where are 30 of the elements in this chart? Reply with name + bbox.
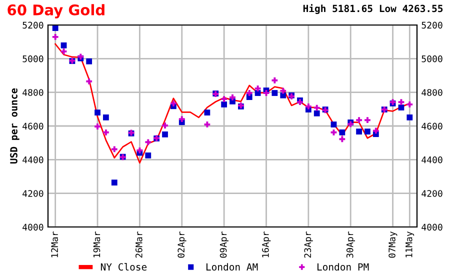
text: High 5181.65 Low 4263.55 xyxy=(303,4,443,14)
y2-tick-label: 4000 xyxy=(422,224,442,231)
y2-tick-label: 4800 xyxy=(422,89,442,96)
y2-tick-label: 4600 xyxy=(422,122,442,130)
y-tick-label: 4600 xyxy=(22,122,44,130)
y-tick-label: 5200 xyxy=(22,22,44,29)
y-axis-title: USD per ounce xyxy=(10,88,20,164)
x-tick-label: 30Apr xyxy=(346,232,355,258)
y2-tick-label: 4200 xyxy=(422,190,442,197)
y2-tick-label: 4400 xyxy=(422,156,442,164)
y-tick-label: 5000 xyxy=(22,55,44,62)
legend-label: London PM xyxy=(317,263,369,271)
x-tick-label: 23Apr xyxy=(304,232,313,258)
y-tick-label: 4200 xyxy=(22,190,44,197)
chart-title: 60 Day Gold xyxy=(8,4,104,18)
y2-tick-label: 5200 xyxy=(422,22,442,29)
x-tick-label: 07May xyxy=(388,232,398,258)
x-tick-label: 09Apr xyxy=(220,232,228,258)
y-tick-label: 4400 xyxy=(22,156,44,164)
legend-label: NY Close xyxy=(100,263,147,271)
y2-tick-label: 5000 xyxy=(422,55,442,62)
x-tick-label: 02Apr xyxy=(178,232,186,258)
x-tick-label: 12Mar xyxy=(51,232,58,258)
y-tick-label: 4000 xyxy=(22,224,44,231)
x-tick-label: 26Mar xyxy=(136,232,142,258)
legend-label: London AM xyxy=(206,263,258,271)
x-tick-label: 16Apr xyxy=(262,232,271,258)
x-tick-label: 11May xyxy=(406,232,414,258)
y-tick-label: 4800 xyxy=(22,89,44,96)
x-tick-label: 19Mar xyxy=(93,232,100,258)
